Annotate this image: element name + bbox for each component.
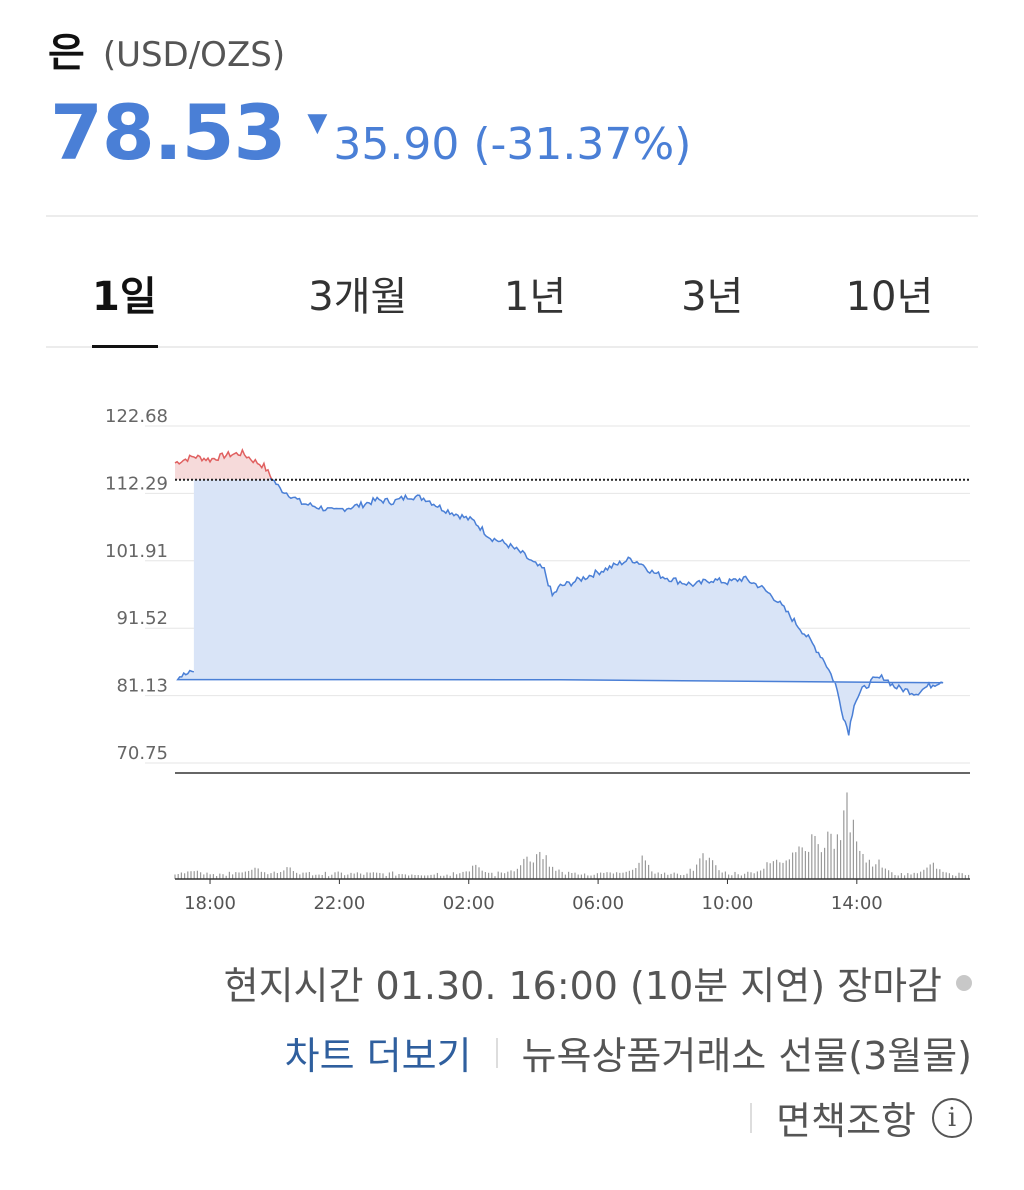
tab-label: 1일 bbox=[92, 274, 157, 320]
header-divider bbox=[46, 215, 978, 217]
y-tick-label: 101.91 bbox=[105, 541, 168, 562]
x-tick-label: 18:00 bbox=[184, 893, 236, 914]
tab-label: 3개월 bbox=[308, 274, 408, 320]
tab-label: 1년 bbox=[503, 274, 567, 320]
y-tick-label: 112.29 bbox=[105, 473, 168, 494]
y-tick-label: 122.68 bbox=[105, 406, 168, 427]
price-row: 78.53 ▼ 35.90 (-31.37%) bbox=[50, 88, 691, 177]
gain-line bbox=[174, 447, 273, 481]
x-tick-label: 14:00 bbox=[831, 893, 883, 914]
title-row: 은 (USD/OZS) bbox=[48, 20, 285, 78]
x-tick-label: 22:00 bbox=[313, 893, 365, 914]
tab-10-years[interactable]: 10년 bbox=[801, 240, 978, 346]
more-chart-link[interactable]: 차트 더보기 bbox=[284, 1034, 472, 1078]
y-tick-label: 91.52 bbox=[116, 608, 168, 629]
tab-1-day[interactable]: 1일 bbox=[46, 240, 269, 348]
local-time-text: 현지시간 01.30. 16:00 (10분 지연) 장마감 bbox=[223, 964, 942, 1008]
disclaimer-row: 면책조항 i bbox=[726, 1090, 972, 1145]
price-chart[interactable]: 122.68 112.29 101.91 91.52 81.13 70.75 18:00 22… bbox=[0, 390, 1024, 930]
info-icon[interactable]: i bbox=[932, 1097, 972, 1138]
active-tab-indicator bbox=[92, 345, 158, 348]
separator bbox=[750, 1102, 753, 1133]
loss-line bbox=[176, 477, 944, 736]
loss-area bbox=[177, 479, 944, 736]
chart-links: 차트 더보기 뉴욕상품거래소 선물(3월물) bbox=[285, 1025, 972, 1080]
disclaimer-link[interactable]: 면책조항 bbox=[776, 1099, 916, 1143]
tab-label: 10년 bbox=[845, 274, 934, 320]
period-tabs: 1일 3개월 1년 3년 10년 bbox=[46, 240, 978, 348]
price-change-percent: (-31.37%) bbox=[473, 119, 692, 170]
x-tick-label: 02:00 bbox=[443, 893, 495, 914]
exchange-name: 뉴욕상품거래소 선물(3월물) bbox=[521, 1034, 972, 1078]
commodity-unit: (USD/OZS) bbox=[102, 35, 286, 75]
current-price: 78.53 bbox=[50, 88, 286, 177]
down-arrow-icon: ▼ bbox=[307, 108, 328, 138]
tab-3-months[interactable]: 3개월 bbox=[269, 240, 446, 346]
y-tick-label: 70.75 bbox=[116, 743, 168, 764]
market-status: 현지시간 01.30. 16:00 (10분 지연) 장마감 bbox=[224, 955, 972, 1010]
separator bbox=[495, 1037, 498, 1068]
tab-label: 3년 bbox=[681, 274, 744, 320]
price-change: 35.90 bbox=[333, 119, 460, 170]
y-tick-label: 81.13 bbox=[116, 676, 168, 697]
x-tick-label: 10:00 bbox=[702, 893, 754, 914]
tab-3-years[interactable]: 3년 bbox=[624, 240, 801, 346]
tab-1-year[interactable]: 1년 bbox=[446, 240, 623, 346]
commodity-name: 은 bbox=[48, 30, 85, 76]
x-tick-label: 06:00 bbox=[572, 893, 624, 914]
status-dot-icon bbox=[956, 974, 972, 991]
